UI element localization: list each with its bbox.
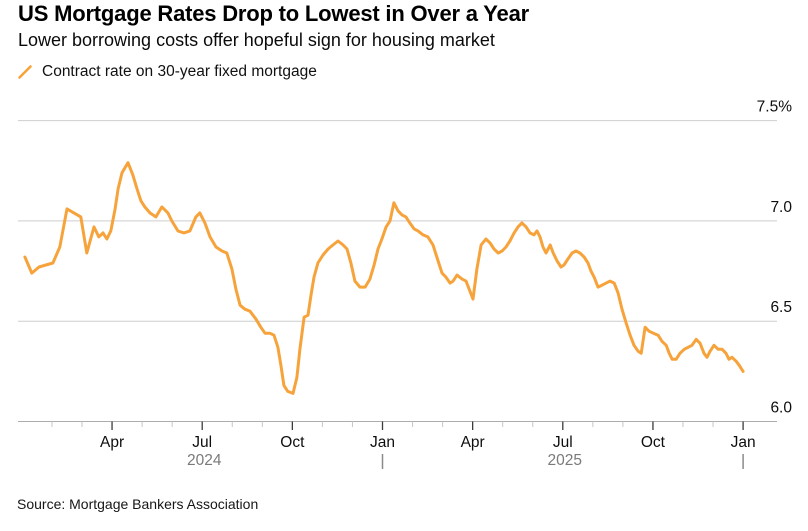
year-label: 2025	[548, 452, 582, 469]
y-axis-label: 7.5%	[757, 99, 793, 116]
source-note: Source: Mortgage Bankers Association	[17, 496, 259, 512]
legend-label: Contract rate on 30-year fixed mortgage	[42, 63, 317, 80]
y-axis-label: 6.0	[770, 400, 792, 417]
x-axis-label: Jan	[370, 434, 395, 451]
x-axis-label: Apr	[461, 434, 485, 451]
chart-subtitle: Lower borrowing costs offer hopeful sign…	[18, 30, 495, 50]
page-title: US Mortgage Rates Drop to Lowest in Over…	[18, 1, 529, 26]
y-axis-label: 7.0	[770, 199, 792, 216]
rate-line	[23, 161, 745, 395]
year-label: 2024	[187, 452, 222, 469]
y-axis-label: 6.5	[770, 299, 792, 316]
diagonal-slash-icon	[18, 65, 32, 79]
x-axis-label: Jan	[731, 434, 756, 451]
x-axis-label: Jul	[192, 434, 212, 451]
x-axis-label: Oct	[280, 434, 305, 451]
x-axis-label: Apr	[100, 434, 124, 451]
x-axis-label: Jul	[553, 434, 573, 451]
x-axis-label: Oct	[641, 434, 666, 451]
legend: Contract rate on 30-year fixed mortgage	[17, 63, 317, 81]
